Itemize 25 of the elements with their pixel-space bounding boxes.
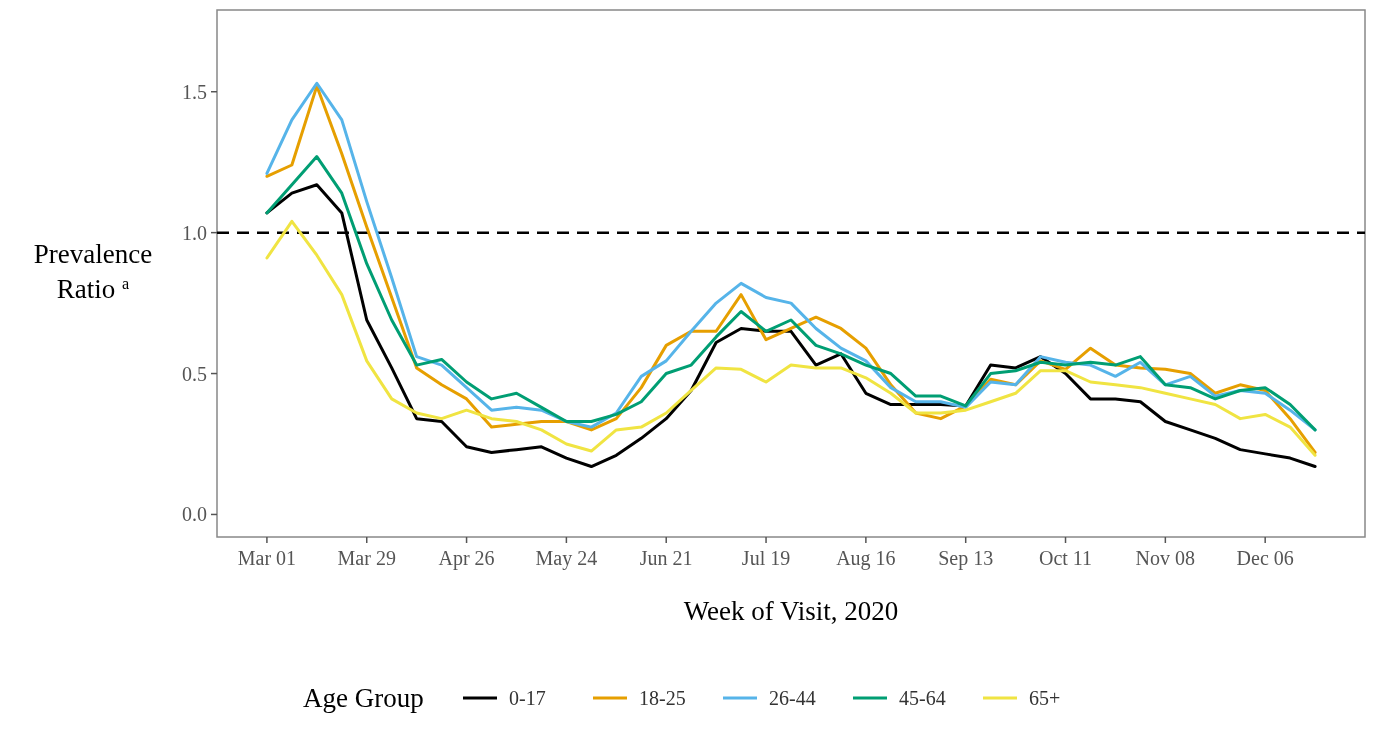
x-tick-label: Aug 16 xyxy=(836,547,896,570)
x-tick-label: Sep 13 xyxy=(938,547,994,570)
x-tick-label: Jul 19 xyxy=(741,547,791,569)
line-series xyxy=(265,219,1317,457)
legend-label: 65+ xyxy=(1029,687,1061,709)
line-series xyxy=(265,155,1317,432)
legend-title: Age Group xyxy=(303,683,424,714)
x-tick-label: May 24 xyxy=(535,547,598,570)
y-axis-title: Prevalence Ratio $^{a}$ xyxy=(33,239,153,304)
x-tick-label: Mar 29 xyxy=(337,547,396,569)
y-tick-label: 0.0 xyxy=(182,503,207,526)
legend-label: 18-25 xyxy=(639,687,686,709)
x-tick-label: Apr 26 xyxy=(438,547,495,570)
legend-label: 0-17 xyxy=(509,687,546,709)
x-tick-label: Jun 21 xyxy=(639,547,693,569)
y-tick-label: 0.5 xyxy=(182,362,207,385)
x-tick-label: Oct 11 xyxy=(1038,547,1093,569)
x-tick-label: Nov 08 xyxy=(1135,547,1196,569)
x-tick-label: Dec 06 xyxy=(1236,547,1294,569)
x-axis-title: Week of Visit, 2020 xyxy=(683,596,899,626)
legend-label: 45-64 xyxy=(899,687,946,709)
legend-label: 26-44 xyxy=(769,687,816,709)
x-tick-label: Mar 01 xyxy=(237,547,297,569)
y-tick-label: 1.0 xyxy=(182,221,207,244)
y-tick-label: 1.5 xyxy=(182,80,207,103)
